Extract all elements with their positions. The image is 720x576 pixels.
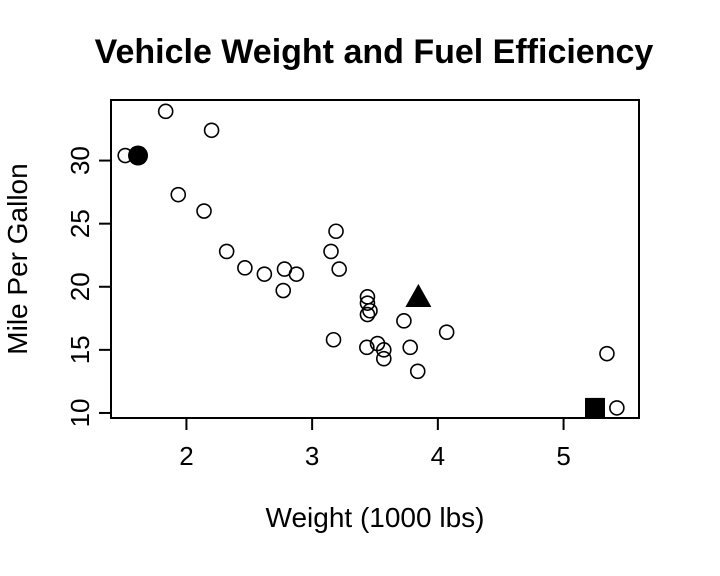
y-axis-label: Mile Per Gallon xyxy=(2,163,33,354)
data-point xyxy=(196,203,212,219)
data-point xyxy=(325,331,342,348)
data-point xyxy=(218,243,235,260)
data-point xyxy=(359,295,376,311)
data-point xyxy=(359,339,375,356)
chart-title: Vehicle Weight and Fuel Efficiency xyxy=(95,33,654,71)
x-tick-label: 3 xyxy=(305,441,319,471)
y-tick-label: 15 xyxy=(65,335,95,364)
data-point xyxy=(157,103,174,120)
data-point xyxy=(402,339,419,356)
highlight-point-triangle xyxy=(405,283,432,307)
data-point xyxy=(609,400,625,416)
highlight-point-circle xyxy=(128,145,149,166)
y-tick-label: 30 xyxy=(65,146,95,175)
x-tick-label: 5 xyxy=(556,441,570,471)
data-point xyxy=(396,313,412,329)
data-point xyxy=(203,122,220,139)
data-point xyxy=(237,260,253,276)
x-axis-label: Weight (1000 lbs) xyxy=(266,502,485,533)
data-point xyxy=(328,223,344,240)
data-point xyxy=(438,324,455,340)
data-point xyxy=(375,350,392,367)
data-point xyxy=(362,302,378,319)
x-tick-label: 4 xyxy=(431,441,445,471)
x-tick-label: 2 xyxy=(179,441,193,471)
data-point xyxy=(359,306,376,323)
data-point xyxy=(331,261,347,277)
data-point xyxy=(409,363,426,380)
data-point xyxy=(599,345,615,362)
data-point xyxy=(275,282,292,299)
x-axis: 2 3 4 5 xyxy=(179,417,571,471)
y-tick-label: 25 xyxy=(65,209,95,238)
data-point xyxy=(288,266,305,282)
y-axis: 10 15 20 25 30 xyxy=(65,146,112,427)
data-point xyxy=(375,342,392,358)
highlight-point-square xyxy=(585,397,605,418)
data-point xyxy=(256,266,273,282)
data-points xyxy=(117,103,625,418)
data-point xyxy=(323,243,339,260)
data-point xyxy=(170,186,187,203)
plot-frame xyxy=(110,99,640,419)
y-tick-label: 10 xyxy=(65,398,95,427)
y-tick-label: 20 xyxy=(65,272,95,301)
